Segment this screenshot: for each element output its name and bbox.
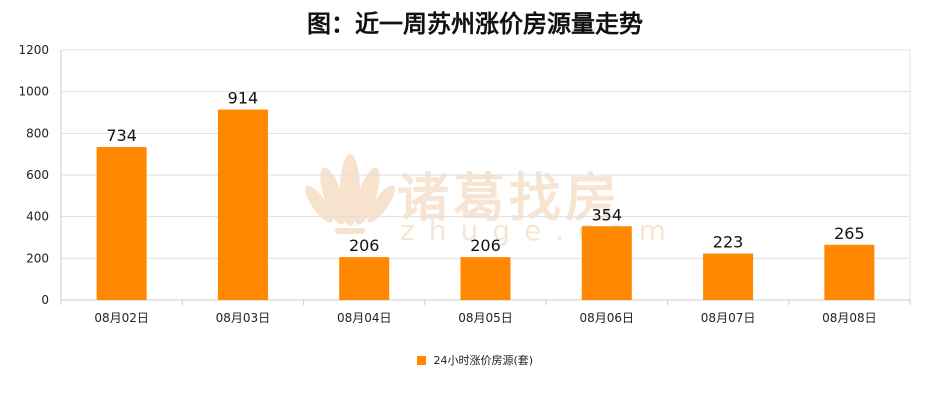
x-tick-label: 08月07日 <box>701 311 756 325</box>
x-tick-label: 08月03日 <box>216 311 271 325</box>
bars <box>96 109 875 300</box>
legend-label: 24小时涨价房源(套) <box>433 354 534 367</box>
chart-title: 图：近一周苏州涨价房源量走势 <box>307 10 643 38</box>
y-tick-label: 800 <box>26 126 49 140</box>
y-tick-label: 0 <box>41 293 49 307</box>
bar-5 <box>581 226 632 300</box>
data-label-7: 265 <box>834 224 865 243</box>
data-label-4: 206 <box>470 236 501 255</box>
y-tick-label: 600 <box>26 168 49 182</box>
x-tick-label: 08月05日 <box>458 311 513 325</box>
y-axis-ticks: 0 200 400 600 800 1000 1200 <box>18 43 49 307</box>
data-label-1: 734 <box>106 126 137 145</box>
data-label-6: 223 <box>713 233 744 252</box>
bar-3 <box>339 257 390 300</box>
legend: 24小时涨价房源(套) <box>0 352 950 368</box>
bar-6 <box>703 253 754 300</box>
x-tick-label: 08月04日 <box>337 311 392 325</box>
y-tick-label: 1000 <box>18 85 49 99</box>
bar-7 <box>824 244 875 300</box>
bar-2 <box>217 109 268 300</box>
grid-lines <box>60 49 911 301</box>
data-label-2: 914 <box>228 89 259 108</box>
x-axis-ticks: 08月02日 08月03日 08月04日 08月05日 08月06日 08月07日 08月0… <box>60 300 911 325</box>
y-tick-label: 1200 <box>18 43 49 57</box>
x-tick-label: 08月06日 <box>580 311 635 325</box>
data-labels: 734 914 206 206 354 223 265 <box>106 89 865 255</box>
x-tick-label: 08月02日 <box>94 311 149 325</box>
data-label-5: 354 <box>592 205 623 224</box>
data-label-3: 206 <box>349 236 380 255</box>
y-tick-label: 200 <box>26 251 49 265</box>
bar-4 <box>460 257 511 300</box>
legend-swatch <box>416 356 426 365</box>
y-tick-label: 400 <box>26 210 49 224</box>
bar-1 <box>96 147 147 300</box>
x-tick-label: 08月08日 <box>822 311 877 325</box>
